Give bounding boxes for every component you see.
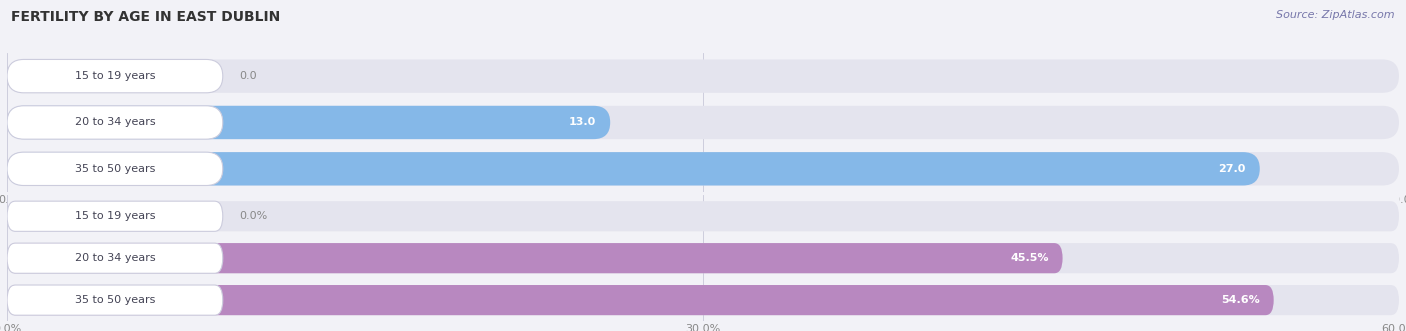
Text: 45.5%: 45.5% [1010,253,1049,263]
Text: Source: ZipAtlas.com: Source: ZipAtlas.com [1277,10,1395,20]
FancyBboxPatch shape [7,106,1399,139]
FancyBboxPatch shape [7,243,222,273]
FancyBboxPatch shape [7,285,1274,315]
FancyBboxPatch shape [7,285,1399,315]
FancyBboxPatch shape [7,106,222,139]
FancyBboxPatch shape [7,152,1399,185]
Text: 0.0%: 0.0% [239,211,267,221]
Text: 27.0: 27.0 [1219,164,1246,174]
Text: 20 to 34 years: 20 to 34 years [75,118,155,127]
FancyBboxPatch shape [7,60,1399,93]
FancyBboxPatch shape [7,201,222,231]
Text: FERTILITY BY AGE IN EAST DUBLIN: FERTILITY BY AGE IN EAST DUBLIN [11,10,281,24]
FancyBboxPatch shape [7,152,1260,185]
Text: 20 to 34 years: 20 to 34 years [75,253,155,263]
Text: 0.0: 0.0 [239,71,257,81]
Text: 13.0: 13.0 [569,118,596,127]
Text: 54.6%: 54.6% [1220,295,1260,305]
FancyBboxPatch shape [7,285,222,315]
FancyBboxPatch shape [7,243,1399,273]
Text: 15 to 19 years: 15 to 19 years [75,71,155,81]
FancyBboxPatch shape [7,60,222,93]
FancyBboxPatch shape [7,106,610,139]
FancyBboxPatch shape [7,152,222,185]
FancyBboxPatch shape [7,243,1063,273]
Text: 15 to 19 years: 15 to 19 years [75,211,155,221]
Text: 35 to 50 years: 35 to 50 years [75,164,155,174]
Text: 35 to 50 years: 35 to 50 years [75,295,155,305]
FancyBboxPatch shape [7,201,1399,231]
